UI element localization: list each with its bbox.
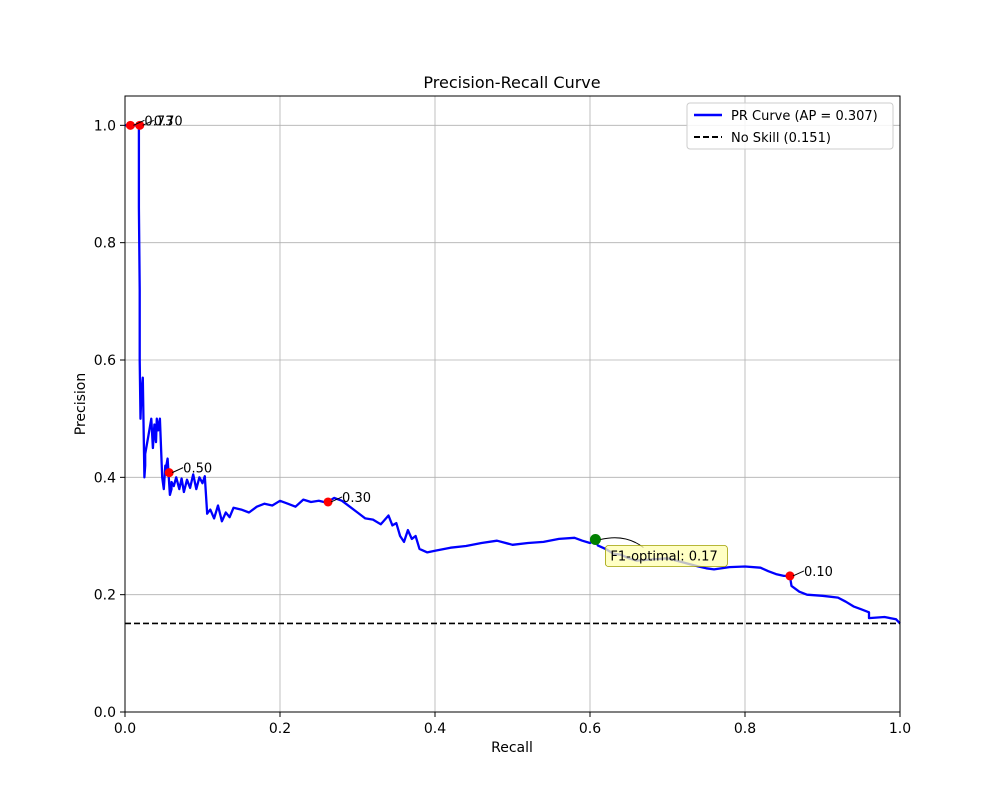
threshold-arrow — [792, 570, 805, 577]
x-tick-label: 0.0 — [114, 721, 136, 737]
x-tick-label: 0.8 — [734, 721, 756, 737]
optimal-label: F1-optimal: 0.17 — [610, 550, 717, 565]
series-line-pr-curve — [125, 124, 901, 625]
threshold-point — [323, 497, 333, 507]
y-tick-label: 0.8 — [94, 236, 116, 252]
threshold-label: 0.50 — [183, 462, 212, 477]
threshold-point — [785, 571, 795, 581]
threshold-label: 0.73 — [144, 114, 173, 129]
x-tick-label: 0.6 — [579, 721, 601, 737]
threshold-point — [125, 120, 135, 130]
optimal-point — [589, 534, 601, 546]
threshold-label: 0.30 — [342, 491, 371, 506]
threshold-arrow — [330, 496, 343, 503]
plot-frame — [124, 95, 901, 713]
threshold-point — [164, 468, 174, 478]
y-tick-label: 0.4 — [94, 470, 116, 486]
x-axis-ticks: 0.0 0.2 0.4 0.6 0.8 1.0 — [114, 712, 911, 737]
threshold-arrow — [133, 119, 145, 126]
chart-title: Precision-Recall Curve — [423, 73, 600, 92]
threshold-label: 0.70 — [154, 114, 183, 129]
threshold-arrow — [142, 119, 154, 126]
x-tick-label: 0.4 — [424, 721, 446, 737]
x-tick-label: 0.2 — [269, 721, 291, 737]
threshold-points — [125, 120, 795, 581]
legend: PR Curve (AP = 0.307) No Skill (0.151) — [686, 102, 894, 150]
y-axis-label: Precision — [73, 373, 89, 435]
x-axis-label: Recall — [491, 740, 533, 756]
x-tick-label: 1.0 — [889, 721, 911, 737]
legend-label-pr-curve: PR Curve (AP = 0.307) — [731, 109, 878, 124]
y-tick-label: 0.2 — [94, 588, 116, 604]
annotations: 0.730.70 0.50 0.30 0.10 F1-optimal: 0.17 — [133, 114, 833, 580]
optimal-label-box — [605, 545, 728, 567]
legend-label-no-skill: No Skill (0.151) — [731, 131, 831, 146]
y-tick-label: 0.0 — [94, 705, 116, 721]
y-axis-ticks: 0.0 0.2 0.4 0.6 0.8 1.0 — [94, 118, 125, 721]
grid-lines — [124, 96, 901, 713]
y-tick-label: 0.6 — [94, 353, 116, 369]
threshold-label: 0.10 — [804, 565, 833, 580]
threshold-arrow — [171, 467, 184, 474]
legend-box — [686, 102, 894, 150]
y-tick-label: 1.0 — [94, 118, 116, 134]
plot-lines — [125, 124, 901, 625]
